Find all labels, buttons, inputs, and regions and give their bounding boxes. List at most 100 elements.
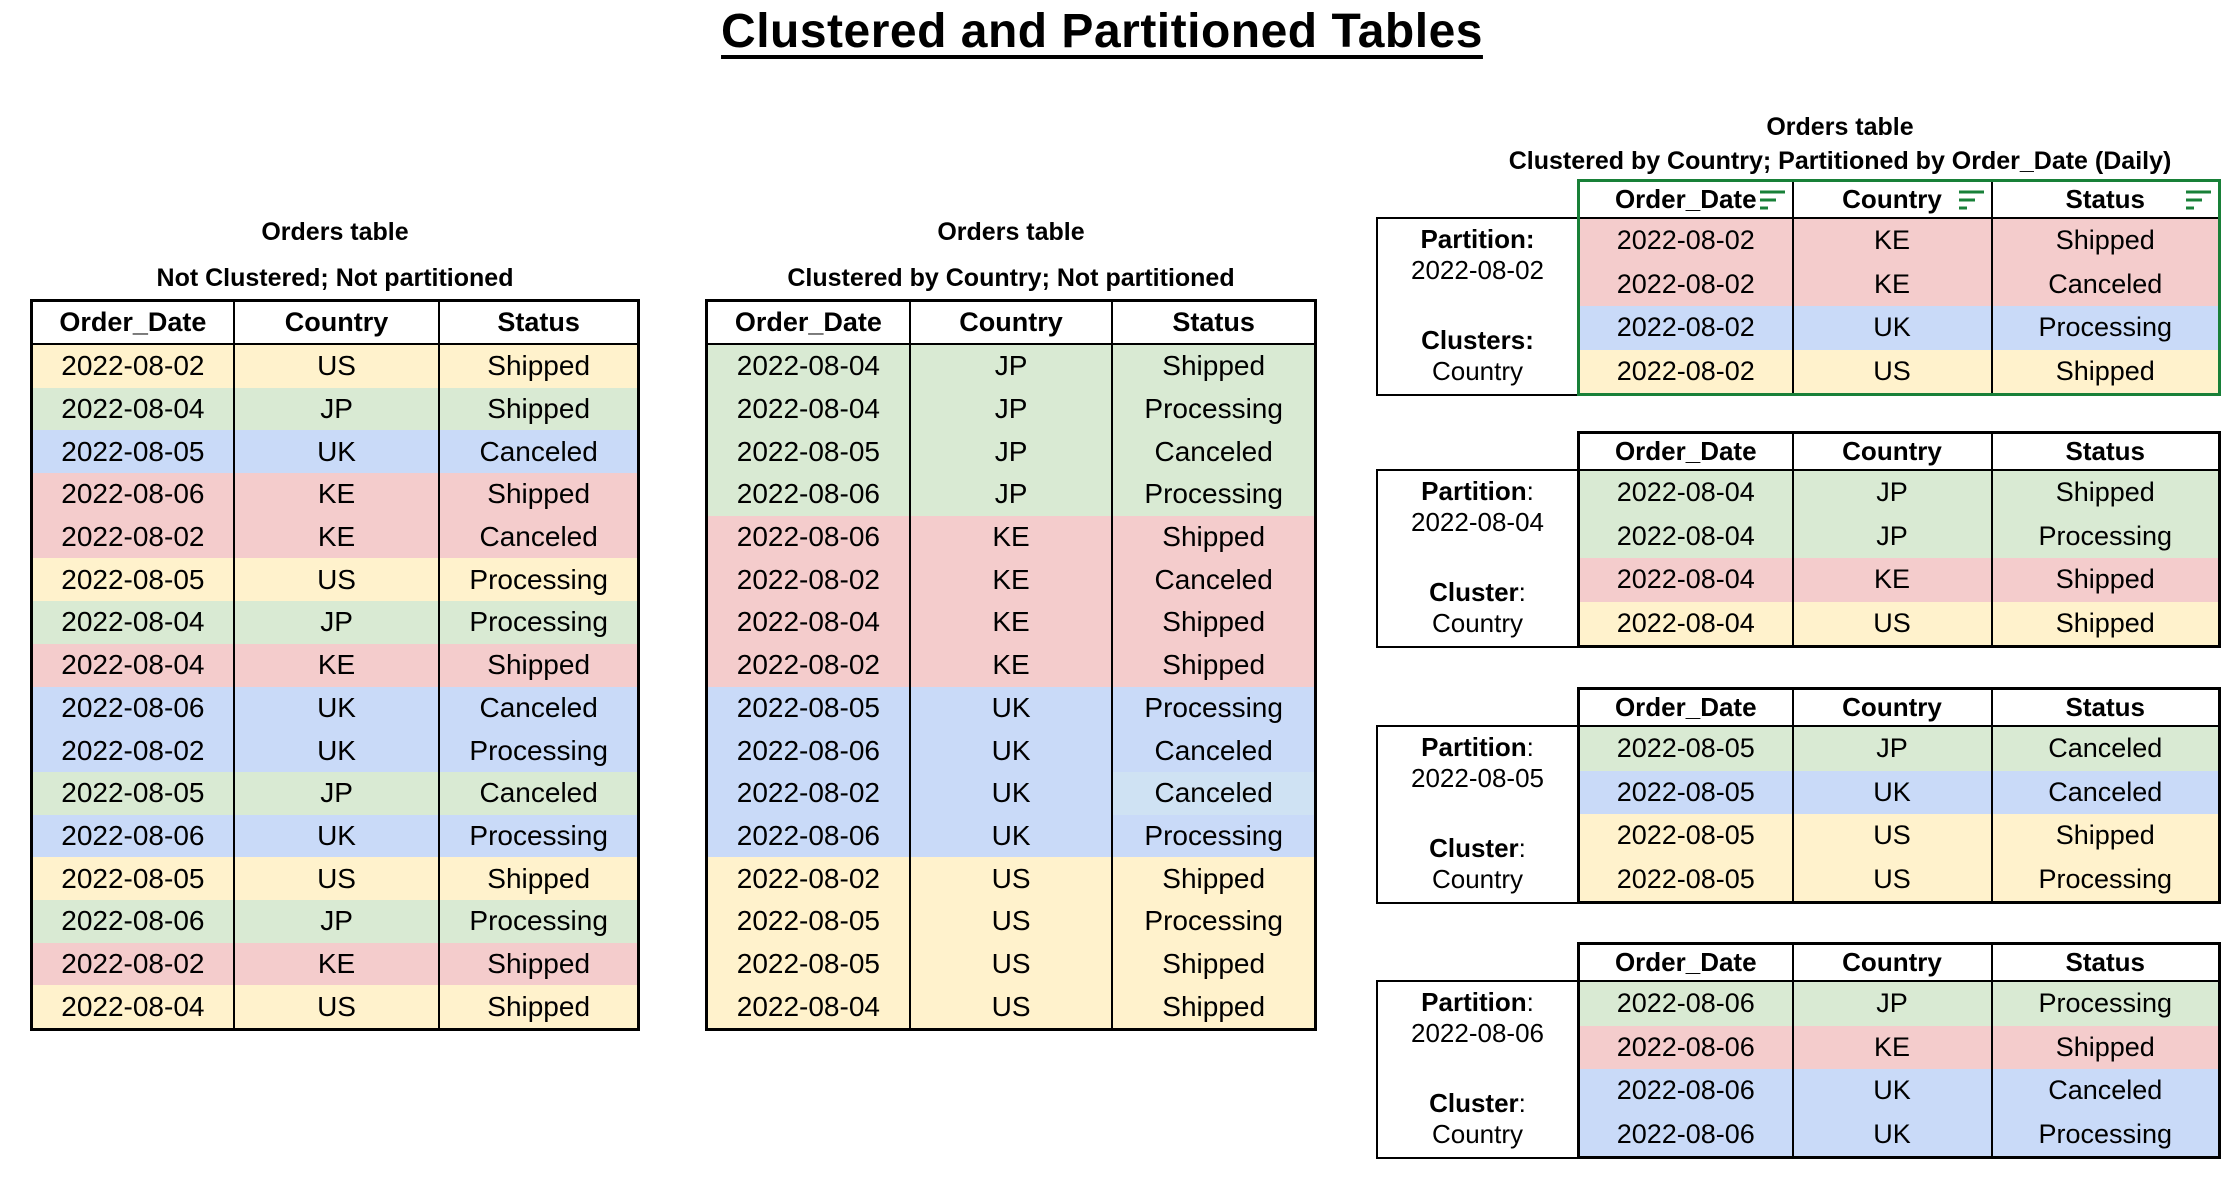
cell-status: Shipped — [438, 942, 640, 986]
table-head: Order_Date Country Status — [30, 299, 640, 345]
column-header-country: Country — [1791, 687, 1993, 727]
filter-icon[interactable] — [1759, 190, 1785, 209]
column-header-status: Status — [1111, 299, 1317, 345]
filter-icon[interactable] — [2186, 190, 2211, 209]
right-group-title: Orders table — [1766, 113, 1914, 141]
cell-status: Processing — [438, 899, 640, 943]
table-row: 2022-08-06 KE Shipped — [705, 515, 1317, 559]
cell-status: Canceled — [1990, 1069, 2221, 1113]
table-row: 2022-08-05 US Shipped — [705, 942, 1317, 986]
partition-table-2022-08-05: Order_Date Country Status 2022-08-05 JP Cance… — [1577, 687, 2221, 904]
cell-status: Processing — [1111, 899, 1317, 943]
header-row: Order_Date Country Status — [30, 299, 640, 345]
cell-status: Shipped — [438, 857, 640, 900]
table-row: 2022-08-06 KE Shipped — [1577, 1025, 2221, 1069]
column-header-label: Status — [2065, 184, 2145, 214]
table-body: 2022-08-04 JP Shipped 2022-08-04 JP Processin… — [1577, 470, 2221, 647]
cell-status: Shipped — [1111, 985, 1317, 1030]
table-body: 2022-08-05 JP Canceled 2022-08-05 UK Canceled… — [1577, 726, 2221, 903]
cell-order-date: 2022-08-05 — [705, 942, 911, 986]
table-row: 2022-08-06 JP Processing — [705, 473, 1317, 516]
cluster-label-colon: : — [1518, 577, 1526, 607]
column-header-status: Status — [438, 299, 640, 345]
table-head: Order_Date Country Status — [1577, 431, 2221, 471]
cell-country: UK — [232, 430, 441, 474]
cell-country: UK — [232, 814, 441, 858]
cell-country: JP — [232, 387, 441, 431]
column-header-country: Country — [908, 299, 1114, 345]
partition-value: 2022-08-05 — [1411, 763, 1544, 793]
cell-country: JP — [1791, 726, 1993, 771]
table-head: Order_Date Country Status — [705, 299, 1317, 345]
column-header-order-date: Order_Date — [1577, 942, 1794, 982]
table-row: 2022-08-02 UK Canceled — [705, 771, 1317, 815]
cell-order-date: 2022-08-06 — [1577, 1069, 1794, 1113]
table-head: Order_Date Country Status — [1577, 687, 2221, 727]
column-header-order-date: Order_Date — [30, 299, 235, 345]
table-row: 2022-08-06 UK Processing — [1577, 1112, 2221, 1158]
cell-order-date: 2022-08-02 — [1577, 262, 1794, 306]
partition-label-colon: : — [1526, 732, 1534, 762]
cluster-info: Cluster: Country — [1378, 1088, 1577, 1150]
cell-status: Shipped — [1111, 515, 1317, 559]
table-row: 2022-08-02 KE Canceled — [30, 515, 640, 559]
cell-status: Processing — [1990, 981, 2221, 1026]
cell-status: Canceled — [1990, 770, 2221, 814]
filter-icon[interactable] — [1958, 190, 1984, 209]
cell-order-date: 2022-08-04 — [705, 387, 911, 431]
table-row: 2022-08-05 US Shipped — [1577, 814, 2221, 858]
partition-value: 2022-08-06 — [1411, 1018, 1544, 1048]
table-row: 2022-08-04 US Shipped — [705, 985, 1317, 1030]
partition-info: Partition: 2022-08-04 — [1378, 476, 1577, 538]
partition-info: Partition: 2022-08-02 — [1378, 224, 1577, 286]
table-row: 2022-08-05 JP Canceled — [1577, 726, 2221, 771]
cell-status: Processing — [1990, 1112, 2221, 1158]
partition-label-box: Partition: 2022-08-04 Cluster: Country — [1376, 469, 1577, 648]
middle-table-subtitle: Clustered by Country; Not partitioned — [787, 264, 1235, 292]
table-row: 2022-08-02 KE Canceled — [705, 558, 1317, 602]
column-header-label: Order_Date — [734, 307, 882, 337]
cell-country: US — [908, 899, 1114, 943]
cell-order-date: 2022-08-02 — [1577, 349, 1794, 395]
partition-group-2022-08-04: Partition: 2022-08-04 Cluster: Country Order… — [1376, 431, 2221, 648]
cell-country: JP — [232, 601, 441, 644]
cell-status: Shipped — [1111, 942, 1317, 986]
cluster-info: Clusters: Country — [1378, 325, 1577, 387]
cell-country: JP — [908, 430, 1114, 474]
header-row: Order_Date Country Status — [1577, 431, 2221, 471]
table-head: Order_Date Country Status — [1577, 179, 2221, 219]
table-row: 2022-08-05 UK Canceled — [1577, 770, 2221, 814]
cell-order-date: 2022-08-06 — [705, 515, 911, 559]
cell-status: Shipped — [1990, 470, 2221, 515]
partition-label: Partition: — [1421, 476, 1534, 506]
cluster-label: Cluster: — [1429, 1088, 1526, 1118]
table-row: 2022-08-06 JP Processing — [1577, 981, 2221, 1026]
partition-label: Partition: — [1421, 732, 1534, 762]
table-row: 2022-08-04 JP Processing — [705, 387, 1317, 431]
column-header-country: Country — [232, 299, 441, 345]
column-header-label: Order_Date — [1614, 692, 1757, 722]
table-row: 2022-08-02 KE Canceled — [1577, 262, 2221, 306]
cell-status: Processing — [1990, 514, 2221, 558]
table-row: 2022-08-02 UK Processing — [1577, 306, 2221, 350]
column-header-label: Order_Date — [1614, 947, 1757, 977]
cell-country: US — [1791, 814, 1993, 858]
table-row: 2022-08-02 KE Shipped — [705, 643, 1317, 687]
column-header-label: Status — [497, 307, 580, 337]
cell-status: Canceled — [438, 771, 640, 815]
header-row: Order_Date Country Status — [1577, 942, 2221, 982]
page-title: Clustered and Partitioned Tables — [402, 4, 1802, 59]
cell-status: Shipped — [1990, 601, 2221, 647]
cell-status: Shipped — [438, 985, 640, 1030]
cell-order-date: 2022-08-06 — [705, 473, 911, 516]
column-header-label: Status — [2065, 436, 2145, 466]
cell-country: US — [232, 857, 441, 900]
cell-country: JP — [1791, 981, 1993, 1026]
partition-value: 2022-08-02 — [1411, 255, 1544, 285]
column-header-order-date: Order_Date — [1577, 179, 1794, 219]
cell-order-date: 2022-08-04 — [705, 344, 911, 388]
cell-status: Processing — [438, 601, 640, 644]
cell-country: KE — [232, 643, 441, 687]
table-row: 2022-08-05 US Shipped — [30, 857, 640, 900]
